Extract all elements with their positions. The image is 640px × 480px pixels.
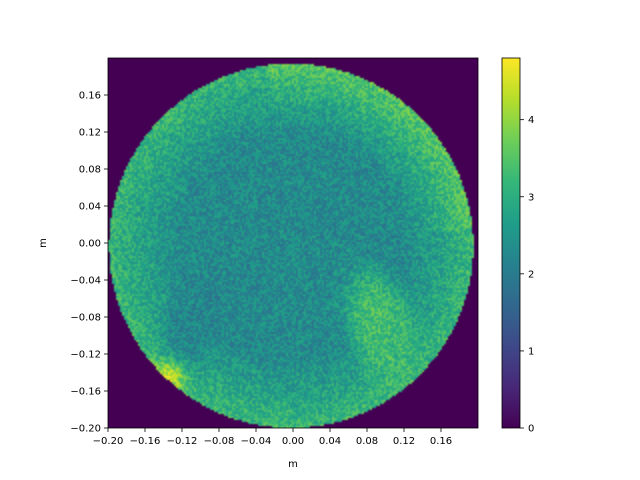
colorbar: 0 1 2 3 4 — [501, 57, 534, 435]
colorbar-tick-label: 3 — [528, 192, 534, 203]
y-tick-label: 0.08 — [79, 165, 101, 176]
y-axis: −0.20 −0.16 −0.12 −0.08 −0.04 0.00 0.04 0.08 0.1… — [70, 91, 108, 435]
y-tick-label: −0.20 — [70, 424, 101, 435]
y-tick-label: 0.04 — [79, 202, 101, 213]
x-tick-label: −0.08 — [204, 436, 235, 447]
x-tick-label: 0.08 — [356, 436, 378, 447]
colorbar-tick-label: 1 — [528, 346, 534, 357]
colorbar-tick-label: 2 — [528, 269, 534, 280]
y-tick-label: −0.16 — [70, 387, 101, 398]
colorbar-tick-label: 0 — [528, 424, 534, 435]
x-tick-label: 0.04 — [319, 436, 341, 447]
x-axis: −0.20 −0.16 −0.12 −0.08 −0.04 0.00 0.04 0.08 0.1… — [93, 428, 452, 447]
x-tick-label: −0.16 — [130, 436, 161, 447]
x-tick-label: 0.00 — [282, 436, 304, 447]
colorbar-gradient — [502, 58, 520, 428]
x-tick-label: −0.20 — [93, 436, 124, 447]
y-tick-label: 0.12 — [79, 128, 101, 139]
y-tick-label: 0.00 — [79, 239, 101, 250]
x-tick-label: −0.04 — [241, 436, 272, 447]
y-axis-label: m — [38, 238, 49, 248]
x-tick-label: 0.12 — [393, 436, 415, 447]
colorbar-tick-label: 4 — [528, 115, 534, 126]
plot-area — [107, 57, 479, 429]
y-tick-label: −0.04 — [70, 276, 101, 287]
y-tick-label: −0.08 — [70, 313, 101, 324]
heatmap-image — [108, 58, 478, 428]
colorbar-frame — [501, 57, 521, 429]
y-tick-label: 0.16 — [79, 91, 101, 102]
x-tick-label: 0.16 — [430, 436, 452, 447]
y-tick-label: −0.12 — [70, 350, 101, 361]
colorbar-ticks: 0 1 2 3 4 — [520, 115, 534, 435]
x-axis-label: m — [288, 459, 298, 470]
x-tick-label: −0.12 — [167, 436, 198, 447]
